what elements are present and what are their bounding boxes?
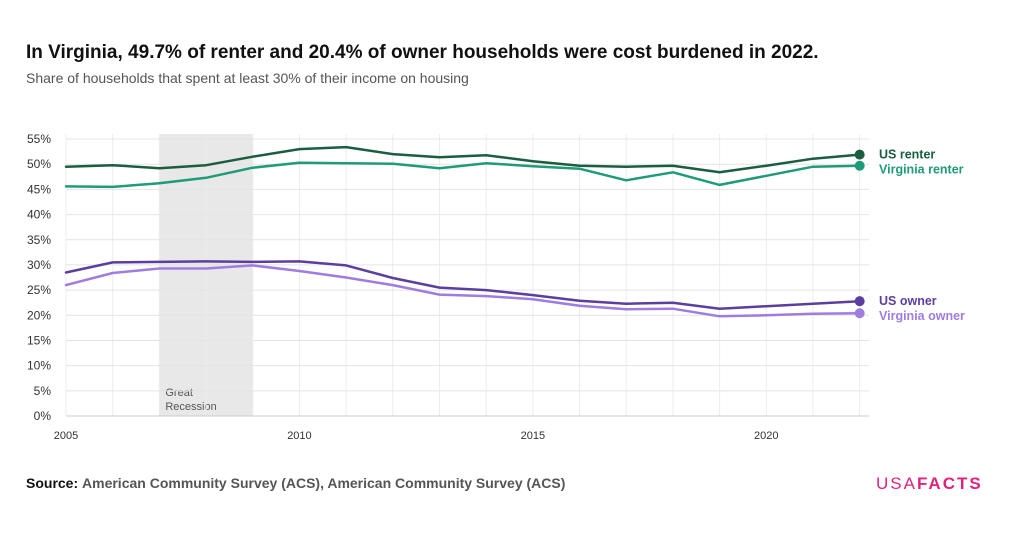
series-end-marker-us-owner [854, 296, 865, 307]
x-tick-label: 2015 [521, 430, 545, 442]
y-tick-label: 0% [34, 409, 52, 423]
y-tick-label: 45% [27, 182, 51, 196]
y-tick-label: 55% [27, 132, 51, 146]
y-tick-label: 50% [27, 157, 51, 171]
y-tick-label: 20% [27, 308, 51, 322]
series-line-virginia-owner [64, 264, 861, 318]
y-tick-label: 40% [27, 208, 51, 222]
chart-subtitle: Share of households that spent at least … [26, 70, 469, 86]
source-text: American Community Survey (ACS), America… [82, 475, 566, 491]
series-label-virginia-renter: Virginia renter [879, 163, 964, 177]
recession-label: Great [165, 387, 193, 399]
series-line-us-owner [64, 260, 861, 310]
source-label: Source: [26, 475, 79, 491]
source-note: Source: American Community Survey (ACS),… [26, 475, 565, 491]
x-tick-label: 2010 [287, 430, 311, 442]
series-label-us-renter: US renter [879, 148, 935, 162]
series-line-virginia-renter [64, 161, 861, 189]
series-end-marker-virginia-renter [854, 160, 865, 171]
recession-label: Recession [165, 401, 216, 413]
logo-part-facts: FACTS [916, 474, 983, 493]
y-tick-label: 30% [27, 258, 51, 272]
usafacts-logo: USAFACTS [876, 474, 983, 494]
logo-part-usa: USA [876, 474, 917, 493]
chart-title: In Virginia, 49.7% of renter and 20.4% o… [26, 42, 819, 63]
y-tick-label: 5% [34, 384, 52, 398]
series-label-virginia-owner: Virginia owner [879, 309, 965, 323]
x-tick-label: 2020 [754, 430, 778, 442]
y-tick-label: 25% [27, 283, 51, 297]
y-tick-label: 10% [27, 359, 51, 373]
series-end-marker-virginia-owner [854, 308, 865, 319]
x-tick-label: 2005 [54, 430, 78, 442]
series-line-us-renter [64, 145, 861, 174]
y-tick-label: 35% [27, 233, 51, 247]
series-label-us-owner: US owner [879, 294, 937, 308]
series-end-marker-us-renter [854, 149, 865, 160]
y-tick-label: 15% [27, 333, 51, 347]
